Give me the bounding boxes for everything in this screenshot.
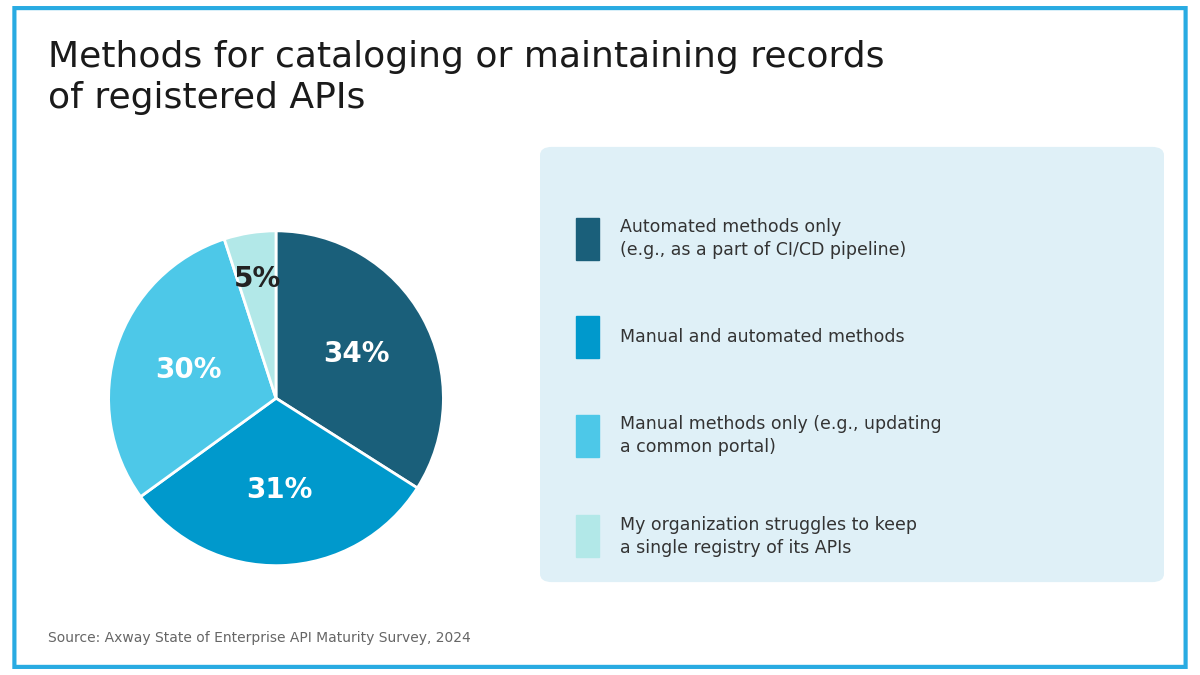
Bar (576, 515, 599, 557)
Text: Manual methods only (e.g., updating
a common portal): Manual methods only (e.g., updating a co… (619, 415, 942, 456)
Text: 5%: 5% (234, 265, 281, 293)
Text: Automated methods only
(e.g., as a part of CI/CD pipeline): Automated methods only (e.g., as a part … (619, 219, 906, 259)
Text: 30%: 30% (155, 356, 222, 384)
Wedge shape (140, 398, 418, 566)
Wedge shape (276, 231, 443, 488)
Bar (576, 218, 599, 260)
Text: 31%: 31% (246, 477, 312, 504)
Text: 34%: 34% (324, 340, 390, 368)
Wedge shape (224, 231, 276, 398)
Text: Source: Axway State of Enterprise API Maturity Survey, 2024: Source: Axway State of Enterprise API Ma… (48, 630, 470, 645)
Text: Methods for cataloging or maintaining records
of registered APIs: Methods for cataloging or maintaining re… (48, 40, 884, 115)
FancyBboxPatch shape (540, 147, 1164, 582)
Wedge shape (109, 239, 276, 497)
Bar (576, 414, 599, 456)
Text: My organization struggles to keep
a single registry of its APIs: My organization struggles to keep a sing… (619, 516, 917, 556)
Text: Manual and automated methods: Manual and automated methods (619, 328, 905, 346)
Bar (576, 317, 599, 358)
